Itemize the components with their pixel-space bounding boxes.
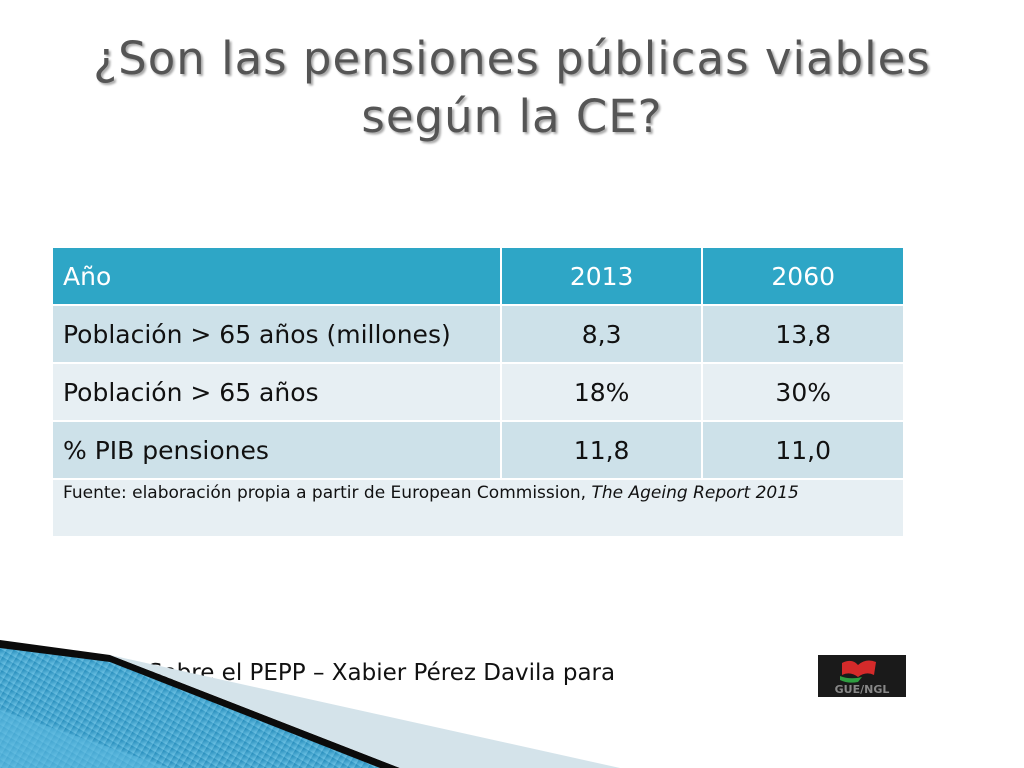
source-row: Fuente: elaboración propia a partir de E… xyxy=(51,478,905,538)
source-report-title: The Ageing Report 2015 xyxy=(591,483,799,503)
cell-2060: 13,8 xyxy=(701,304,905,364)
gue-ngl-logo-icon: GUE/NGL xyxy=(818,655,906,697)
source-text: Fuente: elaboración propia a partir de E… xyxy=(63,483,592,503)
source-note: Fuente: elaboración propia a partir de E… xyxy=(51,478,905,538)
data-table: Año 2013 2060 Población > 65 años (millo… xyxy=(51,246,905,538)
row-label: % PIB pensiones xyxy=(51,420,502,480)
header-cell-2013: 2013 xyxy=(499,246,704,306)
table-row: % PIB pensiones 11,8 11,0 xyxy=(51,420,905,480)
row-label: Población > 65 años xyxy=(51,362,502,422)
cell-2013: 11,8 xyxy=(499,420,704,480)
cell-2013: 18% xyxy=(499,362,704,422)
header-cell-label: Año xyxy=(51,246,502,306)
decorative-stripes xyxy=(0,640,620,768)
table-row: Población > 65 años 18% 30% xyxy=(51,362,905,422)
cell-2060: 30% xyxy=(701,362,905,422)
cell-2013: 8,3 xyxy=(499,304,704,364)
logo-text: GUE/NGL xyxy=(835,683,890,696)
slide-title: ¿Son las pensiones públicas viables segú… xyxy=(93,32,931,143)
header-cell-2060: 2060 xyxy=(701,246,905,306)
table-header-row: Año 2013 2060 xyxy=(51,246,905,306)
table-row: Población > 65 años (millones) 8,3 13,8 xyxy=(51,304,905,364)
cell-2060: 11,0 xyxy=(701,420,905,480)
row-label: Población > 65 años (millones) xyxy=(51,304,502,364)
gue-ngl-logo: GUE/NGL xyxy=(818,655,906,697)
